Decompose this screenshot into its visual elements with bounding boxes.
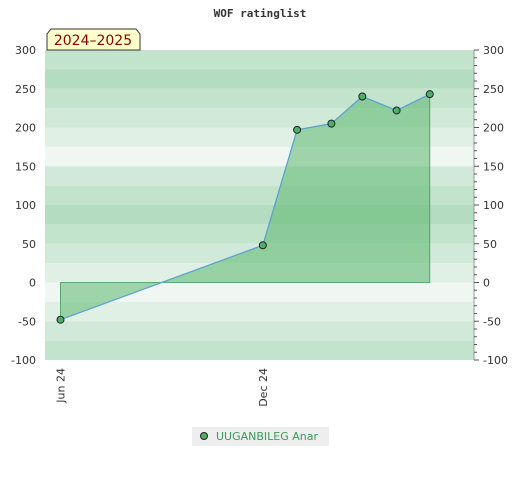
legend: UUGANBILEG Anar [192,427,329,446]
markers [56,90,434,324]
y-tick-label-right: 50 [483,238,497,251]
x-tick-label: Dec 24 [257,368,270,407]
x-tick-label: Jun 24 [54,368,67,404]
background-band [45,301,474,322]
y-tick-label-left: 100 [15,199,36,212]
chart-title: WOF ratinglist [214,7,307,20]
y-tick-label-left: -50 [18,315,36,328]
axes: -100 -100 -50 -50 0 0 50 50 100 100 150 150 200 200 25… [11,44,508,407]
legend-marker [200,432,208,440]
y-tick-label-left: 50 [22,238,36,251]
y-tick-label-right: 150 [483,160,504,173]
y-tick-label-left: 150 [15,160,36,173]
legend-entry: UUGANBILEG Anar [216,430,319,443]
y-tick-label-left: 250 [15,83,36,96]
background-band [45,340,474,360]
y-tick-label-left: 200 [15,122,36,135]
data-point [392,106,401,115]
season-badge-label: 2024–2025 [54,33,132,49]
background-band [45,50,474,70]
y-tick-label-right: 0 [483,277,490,290]
data-point [358,92,367,101]
y-tick-label-right: -100 [483,354,508,367]
y-tick-label-right: 200 [483,122,504,135]
y-tick-label-right: -50 [483,315,501,328]
data-point [425,90,434,99]
legend-box [192,427,329,446]
y-tick-label-left: 0 [29,277,36,290]
y-tick-label-right: 250 [483,83,504,96]
data-point [327,119,336,128]
background-band [45,69,474,89]
data-point [258,241,267,250]
y-tick-label-right: 100 [483,199,504,212]
background-band [45,282,474,302]
y-tick-label-left: 300 [15,44,36,57]
data-point [293,125,302,134]
y-tick-label-right: 300 [483,44,504,57]
y-tick-label-left: -100 [11,354,36,367]
data-point [56,315,65,324]
season-badge: 2024–2025 [46,28,141,51]
background-band [45,321,474,341]
